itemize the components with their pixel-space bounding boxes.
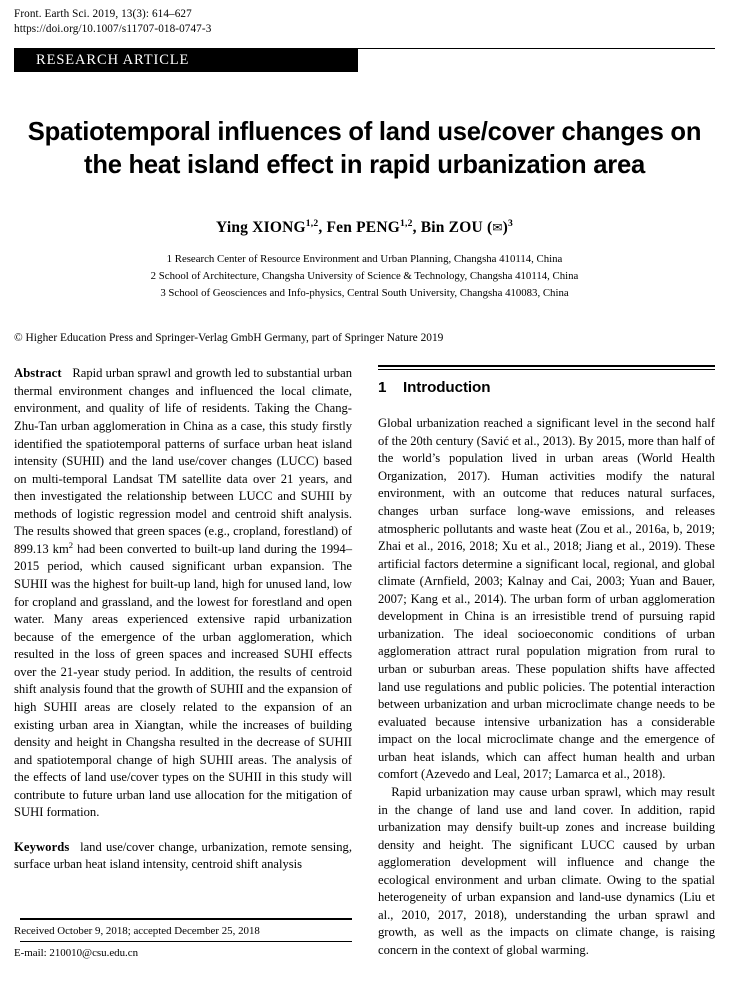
author-separator-2: ,: [412, 219, 421, 237]
section-title: Introduction: [403, 379, 491, 397]
author-name-2: Fen PENG: [326, 219, 400, 237]
affiliation-list: 1 Research Center of Resource Environmen…: [14, 251, 715, 301]
abstract-block: Abstract Rapid urban sprawl and growth le…: [14, 365, 352, 822]
affiliation-item: 1 Research Center of Resource Environmen…: [166, 253, 563, 266]
corresponding-email-line: E-mail: 210010@csu.edu.cn: [14, 947, 139, 960]
footnote-top-rule: [20, 918, 352, 920]
author-affiliation-marker-3: 3: [507, 217, 513, 229]
abstract-paragraph: Abstract Rapid urban sprawl and growth le…: [14, 365, 352, 822]
author-list: Ying XIONG1,2, Fen PENG1,2, Bin ZOU (✉)3: [14, 219, 715, 237]
keywords-text: land use/cover change, urbanization, rem…: [14, 839, 352, 872]
author-name-1: Ying XIONG: [216, 219, 306, 237]
received-dates-line: Received October 9, 2018; accepted Decem…: [14, 924, 260, 937]
abstract-unit-superscript: 2: [68, 539, 74, 550]
abstract-text-part-1: Rapid urban sprawl and growth led to sub…: [14, 366, 352, 556]
doi-line: https://doi.org/10.1007/s11707-018-0747-…: [14, 22, 212, 35]
section-rule-thin: [378, 369, 715, 371]
footnote-zone: Received October 9, 2018; accepted Decem…: [14, 918, 352, 966]
keywords-block: Keywords land use/cover change, urbanizat…: [14, 839, 352, 874]
right-column: 1 Introduction Global urbanization reach…: [378, 365, 715, 959]
author-name-3: Bin ZOU: [420, 219, 483, 237]
affiliation-item: 3 School of Geosciences and Info-physics…: [160, 286, 569, 299]
article-type-banner: RESEARCH ARTICLE: [14, 47, 715, 72]
body-columns: Abstract Rapid urban sprawl and growth le…: [14, 365, 715, 966]
section-heading-introduction: 1 Introduction: [378, 379, 715, 396]
journal-citation-line: Front. Earth Sci. 2019, 13(3): 614–627: [14, 8, 192, 20]
section-rule-thick: [378, 365, 715, 368]
article-type-label: RESEARCH ARTICLE: [36, 51, 190, 68]
left-column: Abstract Rapid urban sprawl and growth le…: [14, 365, 352, 966]
footnote-middle-rule: [20, 941, 352, 943]
section-number: 1: [378, 379, 387, 397]
affiliation-item: 2 School of Architecture, Changsha Unive…: [150, 269, 579, 282]
introduction-paragraph-1: Global urbanization reached a significan…: [378, 416, 715, 782]
page-title: Spatiotemporal influences of land use/co…: [27, 117, 702, 180]
abstract-text-part-2: had been converted to built-up land duri…: [14, 541, 353, 820]
introduction-body: Global urbanization reached a significan…: [378, 415, 715, 959]
introduction-paragraph-2: Rapid urbanization may cause urban spraw…: [378, 784, 715, 958]
copyright-line: © Higher Education Press and Springer-Ve…: [14, 332, 444, 345]
running-head: Front. Earth Sci. 2019, 13(3): 614–627 h…: [14, 0, 715, 37]
banner-black-block: [14, 47, 358, 72]
corresponding-author-open-paren: (: [486, 219, 493, 237]
abstract-label: Abstract: [14, 366, 62, 381]
corresponding-author-close-paren: ): [502, 219, 508, 237]
section-heading-spacer: [378, 396, 715, 415]
author-affiliation-marker-1: 1,2: [305, 217, 319, 229]
keywords-label: Keywords: [14, 839, 70, 854]
author-separator-1: ,: [318, 219, 327, 237]
envelope-icon: ✉: [492, 220, 503, 235]
banner-top-rule: [14, 47, 715, 50]
author-affiliation-marker-2: 1,2: [399, 217, 413, 229]
